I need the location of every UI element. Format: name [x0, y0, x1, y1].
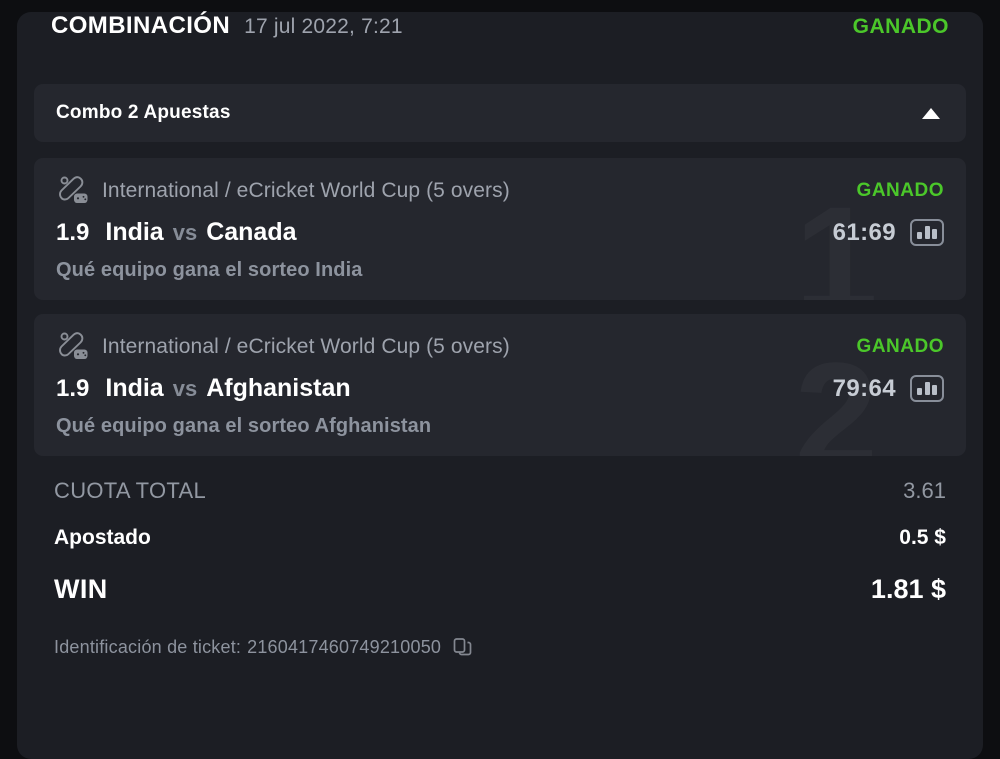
bet-match-line: 1.9 India vs Canada 61:69: [56, 218, 944, 247]
ticket-status-badge: GANADO: [852, 15, 949, 38]
ticket-id-row: Identificación de ticket: 21604174607492…: [34, 622, 966, 658]
bet-market-selection: Qué equipo gana el sorteo India: [56, 259, 363, 281]
bet-market-selection: Qué equipo gana el sorteo Afghanistan: [56, 415, 432, 437]
bet-score-group: 61:69: [833, 219, 944, 247]
ecricket-icon: [56, 174, 90, 208]
bet-league-line: International / eCricket World Cup (5 ov…: [56, 174, 944, 208]
bet-score: 79:64: [832, 374, 896, 402]
copy-icon[interactable]: [451, 636, 473, 658]
bet-away-team: Afghanistan: [206, 374, 351, 402]
ticket-id-value: 2160417460749210050: [247, 636, 442, 657]
bar-chart-bar: [932, 229, 937, 239]
bet-league-name: International / eCricket World Cup (5 ov…: [102, 335, 510, 358]
ecricket-icon: [56, 330, 90, 364]
bet-row[interactable]: 2 International / eCricket World Cup (5 …: [34, 314, 966, 456]
win-row: WIN 1.81 $: [54, 574, 946, 622]
bar-chart-icon[interactable]: [910, 219, 944, 246]
caret-up-icon: [922, 107, 940, 119]
win-value: 1.81 $: [870, 574, 946, 604]
ticket-card: COMBINACIÓN 17 jul 2022, 7:21 GANADO Com…: [17, 12, 983, 759]
win-label: WIN: [54, 574, 108, 604]
bet-score: 61:69: [832, 218, 896, 246]
stake-value: 0.5 $: [899, 526, 946, 549]
stake-row: Apostado 0.5 $: [54, 526, 946, 574]
total-odds-row: CUOTA TOTAL 3.61: [54, 478, 946, 526]
ticket-date: 17 jul 2022, 7:21: [244, 15, 403, 38]
bar-chart-bar: [917, 388, 922, 395]
bet-vs-separator: vs: [172, 219, 198, 245]
bar-chart-bar: [932, 385, 937, 395]
bet-match-line: 1.9 India vs Afghanistan 79:64: [56, 374, 944, 403]
combo-title: Combo 2 Apuestas: [56, 102, 231, 123]
ticket-summary: CUOTA TOTAL 3.61 Apostado 0.5 $ WIN 1.81…: [34, 470, 966, 622]
ticket-header: COMBINACIÓN 17 jul 2022, 7:21 GANADO: [34, 12, 966, 84]
total-odds-label: CUOTA TOTAL: [54, 478, 207, 503]
ticket-id-label: Identificación de ticket:: [54, 636, 242, 657]
bet-row[interactable]: 1 International / eCricket World Cup (5 …: [34, 158, 966, 300]
combo-header-bar[interactable]: Combo 2 Apuestas: [34, 84, 966, 142]
bet-vs-separator: vs: [172, 375, 198, 401]
bet-league-line: International / eCricket World Cup (5 ov…: [56, 330, 944, 364]
bet-odds: 1.9: [56, 374, 90, 402]
bet-league-name: International / eCricket World Cup (5 ov…: [102, 179, 510, 202]
ticket-type-label: COMBINACIÓN: [51, 12, 231, 39]
total-odds-value: 3.61: [903, 478, 946, 503]
bar-chart-bar: [917, 232, 922, 239]
bet-away-team: Canada: [206, 218, 297, 246]
bar-chart-bar: [924, 226, 930, 239]
combo-collapse-button[interactable]: [918, 100, 944, 126]
bet-odds: 1.9: [56, 218, 90, 246]
bet-status-badge: GANADO: [856, 180, 944, 201]
stake-label: Apostado: [54, 526, 151, 549]
bet-status-badge: GANADO: [856, 336, 944, 357]
bet-score-group: 79:64: [833, 375, 944, 403]
bar-chart-bar: [924, 382, 930, 395]
bar-chart-icon[interactable]: [910, 375, 944, 402]
bet-home-team: India: [105, 218, 164, 246]
bet-home-team: India: [105, 374, 164, 402]
